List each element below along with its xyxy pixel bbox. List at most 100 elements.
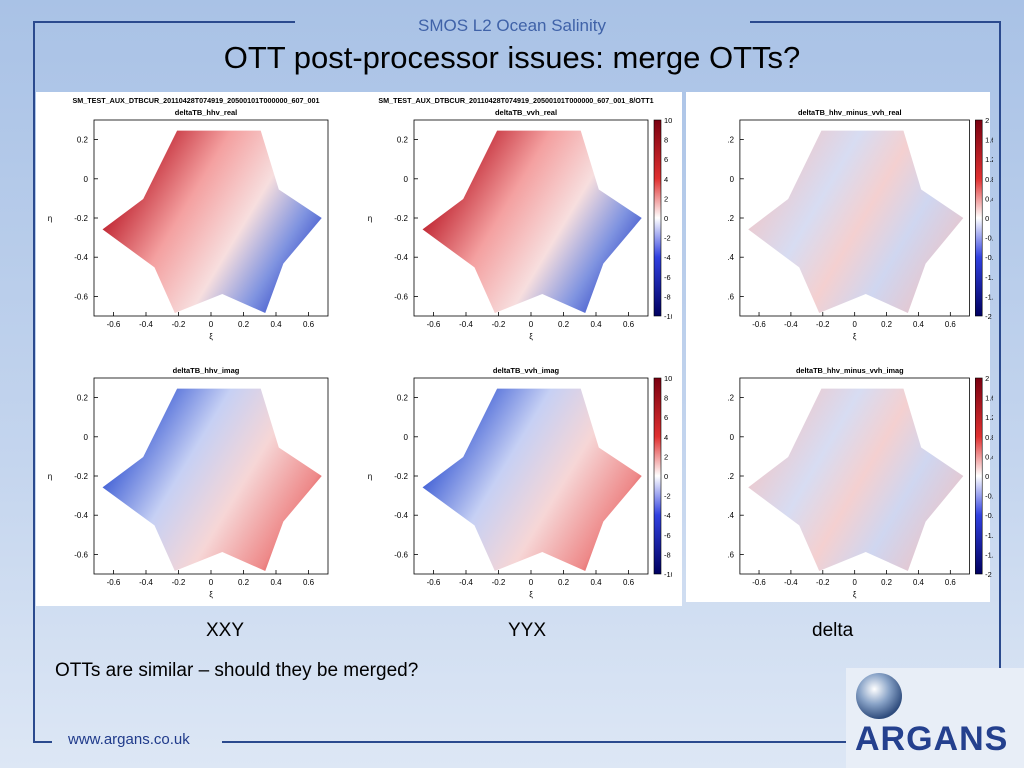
heatmap: [102, 388, 322, 571]
colorbar-label: 2: [985, 374, 989, 383]
note: OTTs are similar – should they be merged…: [55, 660, 419, 681]
y-tick-label: .6: [727, 550, 734, 559]
slide-subtitle: SMOS L2 Ocean Salinity: [417, 16, 607, 35]
x-tick-label: -0.2: [172, 578, 186, 587]
colorbar-label: -2: [985, 570, 992, 579]
x-tick-label: 0: [209, 578, 214, 587]
x-tick-label: 0.6: [945, 320, 956, 329]
y-axis-label: η: [368, 214, 372, 223]
colorbar-label: 0: [664, 214, 668, 223]
x-tick-label: -0.4: [784, 578, 798, 587]
y-tick-label: 0.2: [77, 136, 89, 145]
x-tick-label: -0.6: [107, 320, 121, 329]
plot-title: deltaTB_hhv_real: [175, 108, 238, 117]
colorbar-label: 6: [664, 155, 668, 164]
colorbar-label: 10: [664, 116, 672, 125]
colorbar-label: -6: [664, 273, 671, 282]
y-tick-label: -0.2: [74, 214, 88, 223]
y-tick-label: -0.4: [74, 511, 88, 520]
caption: XXY: [206, 620, 245, 641]
x-axis-label: ξ: [209, 590, 213, 599]
x-tick-label: 0: [852, 578, 857, 587]
plot-panel: deltaTB_hhv_imag 0.2 0 -0.2 -0.4 -0.6 -0.6 -0.4…: [48, 366, 329, 599]
colorbar-label: -1.2: [985, 273, 993, 282]
heatmap: [422, 130, 642, 313]
y-axis-label: η: [368, 472, 372, 481]
x-tick-label: -0.6: [107, 578, 121, 587]
colorbar-label: -8: [664, 550, 671, 559]
y-tick-label: 0: [404, 433, 409, 442]
colorbar-label: 1.2: [985, 155, 993, 164]
x-tick-label: 0.2: [238, 578, 250, 587]
plot-panel: deltaTB_hhv_minus_vvh_real.20.2.4.6-0.6-…: [727, 108, 993, 341]
x-tick-label: -0.4: [459, 320, 473, 329]
y-tick-label: -0.6: [394, 292, 408, 301]
x-tick-label: 0.4: [913, 578, 924, 587]
plot-title: deltaTB_vvh_imag: [493, 366, 560, 375]
x-tick-label: 0.2: [558, 320, 570, 329]
colorbar-label: -6: [664, 531, 671, 540]
logo: ARGANS: [855, 720, 1009, 758]
y-tick-label: .2: [727, 472, 734, 481]
x-tick-label: 0.6: [623, 578, 635, 587]
colorbar-label: 1.2: [985, 413, 993, 422]
y-axis-label: η: [48, 472, 52, 481]
colorbar-label: 8: [664, 394, 668, 403]
x-tick-label: -0.6: [752, 320, 766, 329]
colorbar: [653, 119, 662, 317]
x-tick-label: -0.4: [139, 320, 153, 329]
footer-url: www.argans.co.uk: [68, 731, 190, 748]
x-tick-label: 0.4: [590, 578, 602, 587]
x-tick-label: 0.6: [303, 578, 315, 587]
y-tick-label: 0: [730, 175, 735, 184]
colorbar-label: -0.4: [985, 492, 993, 501]
x-tick-label: -0.6: [427, 320, 441, 329]
y-axis-label: η: [48, 214, 52, 223]
x-axis-label: ξ: [209, 332, 213, 341]
y-tick-label: -0.2: [394, 214, 408, 223]
colorbar-label: -10: [664, 570, 672, 579]
plot-panel: deltaTB_vvh_imag 0.2 0 -0.2 -0.4 -0.6 -0.6 -0.4…: [368, 366, 672, 599]
x-tick-label: 0.2: [881, 320, 892, 329]
colorbar-label: -1.2: [985, 531, 993, 540]
x-tick-label: 0.4: [913, 320, 924, 329]
y-tick-label: -0.6: [74, 550, 88, 559]
plot-panel: SM_TEST_AUX_DTBCUR_20110428T074919_20500…: [48, 96, 329, 341]
colorbar-label: 1.6: [985, 136, 993, 145]
plot-panel: deltaTB_hhv_minus_vvh_imag.20.2.4.6-0.6-…: [727, 366, 993, 599]
colorbar-label: 0: [985, 214, 989, 223]
colorbar-label: 0.8: [985, 433, 993, 442]
colorbar-label: 10: [664, 374, 672, 383]
colorbar-label: -1.6: [985, 550, 993, 559]
x-tick-label: 0.2: [558, 578, 570, 587]
logo-globe: [856, 673, 902, 719]
x-tick-label: 0.2: [881, 578, 892, 587]
colorbar-label: 0: [664, 472, 668, 481]
colorbar-label: -4: [664, 253, 671, 262]
caption: delta: [812, 620, 854, 641]
y-tick-label: -0.2: [74, 472, 88, 481]
x-tick-label: 0: [209, 320, 214, 329]
colorbar-label: -0.8: [985, 511, 993, 520]
y-tick-label: 0.2: [397, 394, 409, 403]
colorbar-label: -8: [664, 292, 671, 301]
y-tick-label: 0: [730, 433, 735, 442]
y-tick-label: -0.6: [394, 550, 408, 559]
x-tick-label: -0.2: [172, 320, 186, 329]
x-tick-label: 0.6: [303, 320, 315, 329]
colorbar-label: 4: [664, 175, 668, 184]
colorbar-label: -2: [985, 312, 992, 321]
colorbar-label: -1.6: [985, 292, 993, 301]
plot-title: deltaTB_hhv_imag: [173, 366, 240, 375]
x-tick-label: 0.6: [945, 578, 956, 587]
y-tick-label: -0.6: [74, 292, 88, 301]
x-tick-label: -0.2: [492, 578, 506, 587]
x-axis-label: ξ: [853, 590, 857, 599]
caption: YYX: [508, 620, 547, 641]
y-tick-label: .2: [727, 214, 734, 223]
colorbar-label: -2: [664, 492, 671, 501]
colorbar-label: 0: [985, 472, 989, 481]
y-tick-label: 0: [84, 433, 89, 442]
x-tick-label: 0.2: [238, 320, 250, 329]
